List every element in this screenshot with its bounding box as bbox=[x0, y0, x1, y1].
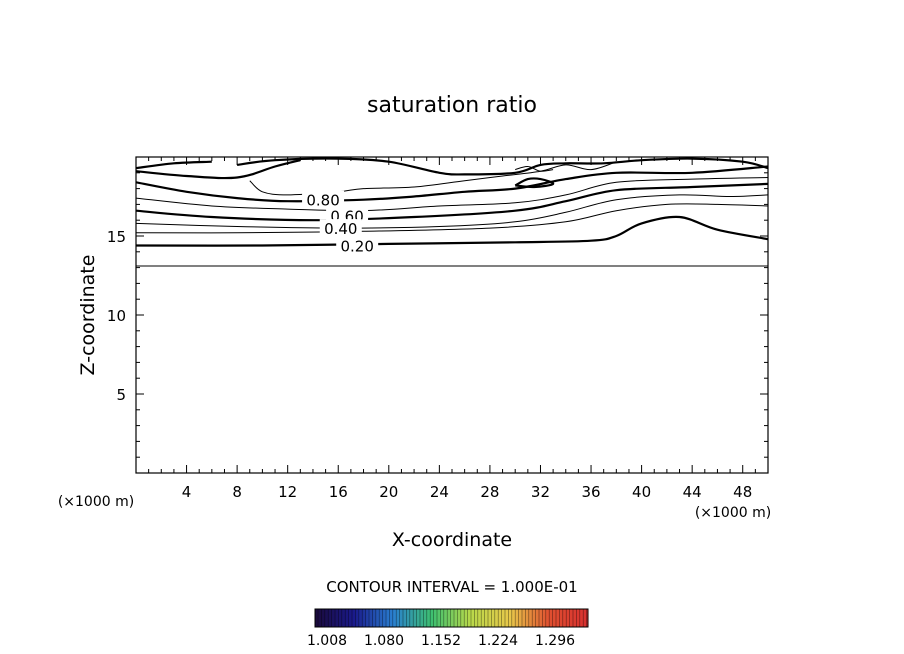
contour-line bbox=[236, 157, 768, 176]
contour-line bbox=[249, 161, 617, 196]
contour-line bbox=[136, 194, 768, 229]
contour-label: 0.20 bbox=[340, 237, 373, 255]
x-tick-label: 4 bbox=[182, 483, 192, 501]
colorbar-tick-label: 1.008 bbox=[307, 633, 347, 649]
x-tick-label: 28 bbox=[480, 483, 499, 501]
chart-title: saturation ratio bbox=[367, 93, 537, 118]
colorbar-labels: 1.008 1.080 1.152 1.224 1.296 bbox=[307, 633, 575, 649]
contour-line bbox=[136, 160, 212, 170]
colorbar bbox=[314, 608, 589, 628]
y-axis: 5 10 15 bbox=[107, 172, 768, 458]
contour-line bbox=[136, 182, 768, 222]
contour-line bbox=[136, 177, 768, 212]
contour-line bbox=[136, 165, 768, 203]
colorbar-tick-label: 1.080 bbox=[364, 633, 404, 649]
x-axis: 4 8 12 16 20 24 28 32 36 40 44 48 bbox=[148, 157, 769, 501]
x-tick-label: 20 bbox=[379, 483, 398, 501]
contour-label: 0.40 bbox=[324, 220, 357, 238]
contour-interval-text: CONTOUR INTERVAL = 1.000E-01 bbox=[326, 578, 577, 596]
y-axis-label: Z-coordinate bbox=[77, 255, 99, 376]
y-unit-label: (×1000 m) bbox=[58, 494, 134, 510]
x-tick-label: 16 bbox=[329, 483, 348, 501]
y-tick-label: 15 bbox=[107, 228, 126, 246]
x-tick-label: 8 bbox=[232, 483, 242, 501]
contour-label-bg bbox=[336, 236, 379, 254]
colorbar-tick-label: 1.224 bbox=[478, 633, 518, 649]
x-tick-label: 12 bbox=[278, 483, 297, 501]
x-tick-label: 40 bbox=[632, 483, 651, 501]
colorbar-tick-label: 1.152 bbox=[421, 633, 461, 649]
contour-label-bg bbox=[319, 219, 362, 237]
x-axis-label: X-coordinate bbox=[392, 529, 512, 551]
contour-line bbox=[515, 165, 554, 172]
contour-line bbox=[136, 203, 768, 234]
contour-line bbox=[136, 159, 301, 180]
contour-line bbox=[514, 177, 555, 189]
plot-area: 0.800.600.400.20 bbox=[136, 157, 768, 267]
colorbar-tick-label: 1.296 bbox=[535, 633, 575, 649]
x-unit-label: (×1000 m) bbox=[695, 505, 771, 521]
contour-label-bg bbox=[302, 190, 345, 208]
x-tick-label: 44 bbox=[683, 483, 702, 501]
x-tick-label: 48 bbox=[733, 483, 752, 501]
x-tick-label: 36 bbox=[581, 483, 600, 501]
y-tick-label: 10 bbox=[107, 307, 126, 325]
colorbar-gradient bbox=[314, 608, 589, 628]
x-tick-label: 32 bbox=[531, 483, 550, 501]
contour-line bbox=[136, 215, 768, 247]
x-tick-label: 24 bbox=[430, 483, 449, 501]
contour-label: 0.80 bbox=[306, 192, 339, 210]
y-tick-label: 5 bbox=[116, 386, 126, 404]
